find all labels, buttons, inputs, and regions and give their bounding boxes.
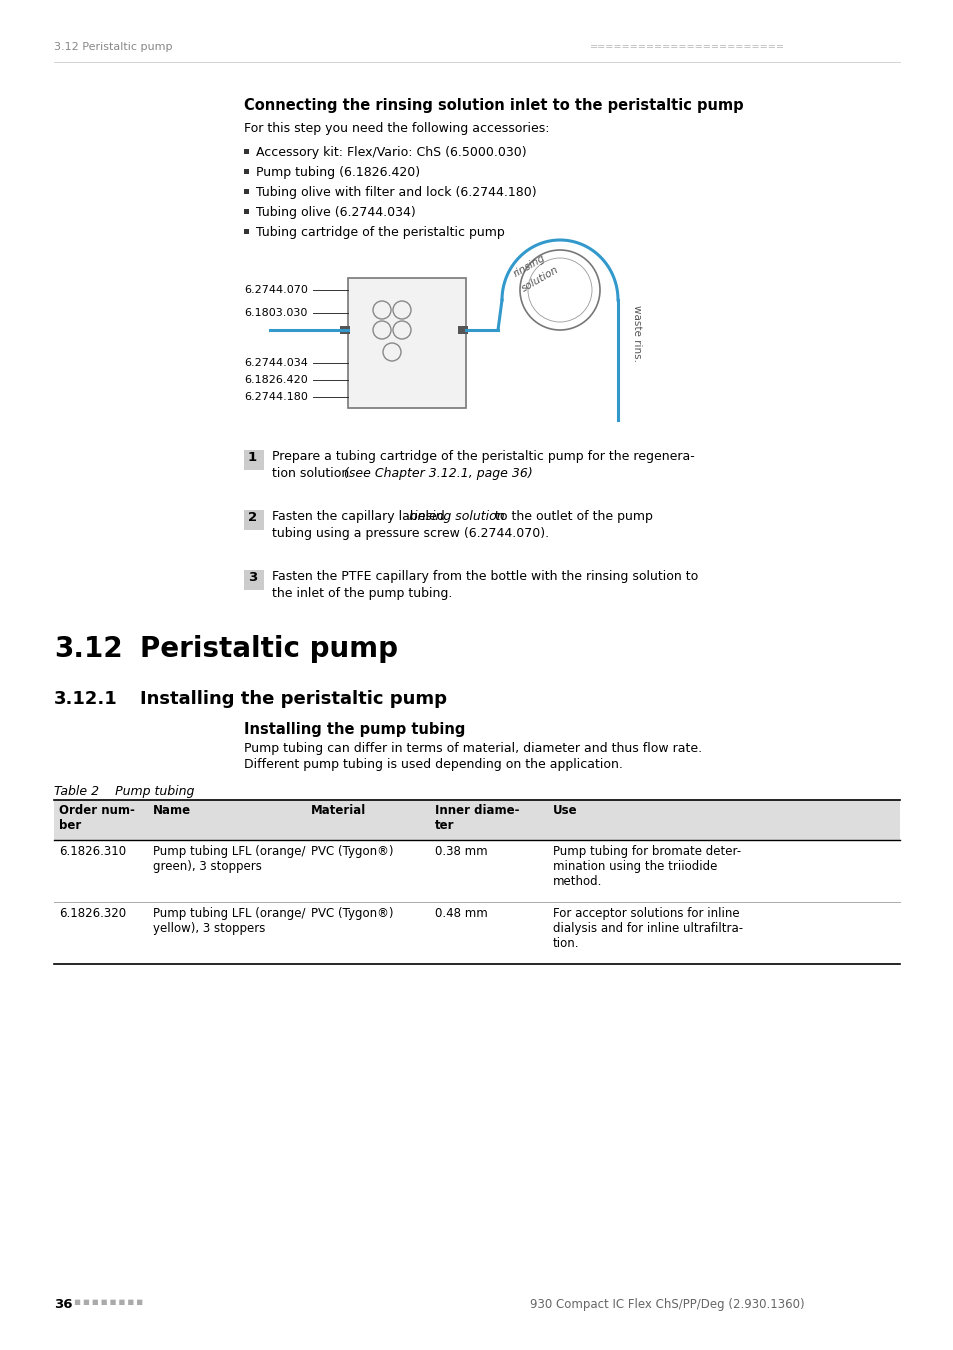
Text: Order num-
ber: Order num- ber	[59, 805, 134, 832]
Text: 3.12 Peristaltic pump: 3.12 Peristaltic pump	[54, 42, 172, 53]
Bar	[244, 570, 264, 590]
Text: Tubing cartridge of the peristaltic pump: Tubing cartridge of the peristaltic pump	[255, 225, 504, 239]
Text: Accessory kit: Flex/Vario: ChS (6.5000.030): Accessory kit: Flex/Vario: ChS (6.5000.0…	[255, 146, 526, 159]
Text: 3: 3	[248, 571, 257, 585]
Text: 0.38 mm: 0.38 mm	[435, 845, 487, 859]
Text: Installing the pump tubing: Installing the pump tubing	[244, 722, 465, 737]
Text: Installing the peristaltic pump: Installing the peristaltic pump	[140, 690, 447, 707]
Bar	[244, 189, 249, 194]
Text: the inlet of the pump tubing.: the inlet of the pump tubing.	[272, 587, 452, 599]
Text: Pump tubing for bromate deter-
mination using the triiodide
method.: Pump tubing for bromate deter- mination …	[553, 845, 740, 888]
Text: Use: Use	[553, 805, 577, 817]
Text: to the outlet of the pump: to the outlet of the pump	[491, 510, 652, 522]
Text: Table 2    Pump tubing: Table 2 Pump tubing	[54, 784, 194, 798]
Bar	[339, 325, 350, 333]
Bar	[244, 230, 249, 234]
Text: Pump tubing LFL (orange/
green), 3 stoppers: Pump tubing LFL (orange/ green), 3 stopp…	[152, 845, 305, 873]
Bar	[244, 510, 264, 531]
Text: Different pump tubing is used depending on the application.: Different pump tubing is used depending …	[244, 757, 622, 771]
Text: Pump tubing (6.1826.420): Pump tubing (6.1826.420)	[255, 166, 419, 180]
Text: 36: 36	[54, 1297, 72, 1311]
Text: 6.1826.420: 6.1826.420	[244, 375, 308, 385]
Bar	[244, 148, 249, 154]
Text: 6.1826.310: 6.1826.310	[59, 845, 126, 859]
Text: solution: solution	[519, 265, 560, 293]
Text: Pump tubing can differ in terms of material, diameter and thus flow rate.: Pump tubing can differ in terms of mater…	[244, 743, 701, 755]
Text: Tubing olive with filter and lock (6.2744.180): Tubing olive with filter and lock (6.274…	[255, 186, 536, 198]
Text: Fasten the capillary labeled: Fasten the capillary labeled	[272, 510, 448, 522]
Text: 3.12: 3.12	[54, 634, 123, 663]
Text: 2: 2	[248, 512, 257, 524]
Text: PVC (Tygon®): PVC (Tygon®)	[311, 907, 393, 919]
Text: Fasten the PTFE capillary from the bottle with the rinsing solution to: Fasten the PTFE capillary from the bottl…	[272, 570, 698, 583]
Text: PVC (Tygon®): PVC (Tygon®)	[311, 845, 393, 859]
Bar	[244, 450, 264, 470]
Text: 6.2744.180: 6.2744.180	[244, 392, 308, 402]
Text: 1: 1	[248, 451, 257, 464]
Text: Tubing olive (6.2744.034): Tubing olive (6.2744.034)	[255, 207, 416, 219]
Text: 3.12.1: 3.12.1	[54, 690, 117, 707]
Bar	[348, 278, 465, 408]
Text: 6.2744.070: 6.2744.070	[244, 285, 308, 296]
Text: ■ ■ ■ ■ ■ ■ ■ ■: ■ ■ ■ ■ ■ ■ ■ ■	[71, 1299, 143, 1305]
Text: (see Chapter 3.12.1, page 36): (see Chapter 3.12.1, page 36)	[344, 467, 532, 481]
Text: For this step you need the following accessories:: For this step you need the following acc…	[244, 122, 549, 135]
Text: tubing using a pressure screw (6.2744.070).: tubing using a pressure screw (6.2744.07…	[272, 526, 549, 540]
Text: Material: Material	[311, 805, 366, 817]
Text: Inner diame-
ter: Inner diame- ter	[435, 805, 519, 832]
Text: waste rins.: waste rins.	[631, 305, 641, 362]
Text: 6.1826.320: 6.1826.320	[59, 907, 126, 919]
Text: Prepare a tubing cartridge of the peristaltic pump for the regenera-: Prepare a tubing cartridge of the perist…	[272, 450, 694, 463]
Text: .: .	[503, 467, 507, 481]
Bar	[244, 209, 249, 215]
Text: Connecting the rinsing solution inlet to the peristaltic pump: Connecting the rinsing solution inlet to…	[244, 99, 742, 113]
Text: Name: Name	[152, 805, 191, 817]
Text: For acceptor solutions for inline
dialysis and for inline ultrafiltra-
tion.: For acceptor solutions for inline dialys…	[553, 907, 742, 950]
Bar	[457, 325, 468, 333]
Text: 0.48 mm: 0.48 mm	[435, 907, 487, 919]
Bar	[244, 169, 249, 174]
Text: 6.2744.034: 6.2744.034	[244, 358, 308, 369]
Bar	[54, 801, 899, 840]
Text: 6.1803.030: 6.1803.030	[244, 308, 307, 319]
Text: ========================: ========================	[589, 42, 784, 53]
Text: rinsing: rinsing	[512, 252, 547, 279]
Text: tion solution: tion solution	[272, 467, 353, 481]
Text: Pump tubing LFL (orange/
yellow), 3 stoppers: Pump tubing LFL (orange/ yellow), 3 stop…	[152, 907, 305, 936]
Text: Peristaltic pump: Peristaltic pump	[140, 634, 397, 663]
Text: rinsing solution: rinsing solution	[409, 510, 504, 522]
Text: 930 Compact IC Flex ChS/PP/Deg (2.930.1360): 930 Compact IC Flex ChS/PP/Deg (2.930.13…	[530, 1297, 803, 1311]
